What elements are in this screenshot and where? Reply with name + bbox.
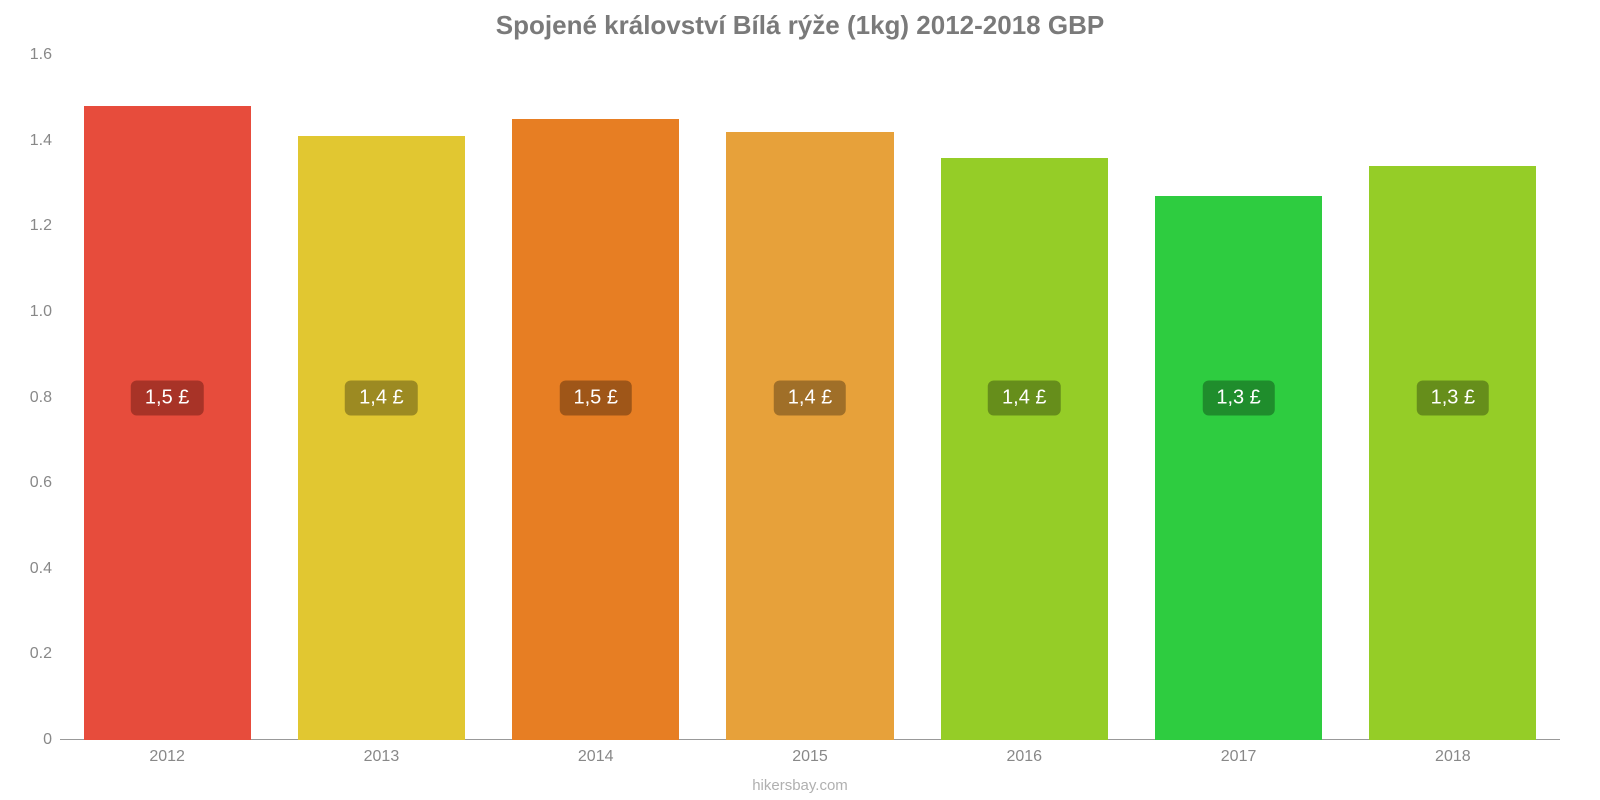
y-tick-label: 0	[43, 731, 52, 749]
bar	[298, 136, 465, 740]
bar-chart: Spojené království Bílá rýže (1kg) 2012-…	[0, 0, 1600, 800]
chart-title: Spojené království Bílá rýže (1kg) 2012-…	[0, 10, 1600, 41]
bar	[512, 119, 679, 740]
y-tick-label: 0.8	[30, 389, 52, 407]
bar-value-label: 1,4 £	[774, 380, 846, 415]
bar-value-label: 1,4 £	[988, 380, 1060, 415]
bar	[726, 132, 893, 740]
y-tick-label: 1.4	[30, 132, 52, 150]
y-axis: 00.20.40.60.81.01.21.41.6	[0, 55, 60, 740]
x-tick-label: 2012	[149, 748, 185, 766]
y-tick-label: 0.4	[30, 560, 52, 578]
bar-value-label: 1,5 £	[559, 380, 631, 415]
x-tick-label: 2018	[1435, 748, 1471, 766]
chart-footer: hikersbay.com	[0, 777, 1600, 794]
x-tick-label: 2015	[792, 748, 828, 766]
y-tick-label: 0.2	[30, 645, 52, 663]
y-tick-label: 1.2	[30, 217, 52, 235]
bar-value-label: 1,3 £	[1417, 380, 1489, 415]
bar	[1155, 196, 1322, 740]
bar-value-label: 1,5 £	[131, 380, 203, 415]
bar	[84, 106, 251, 740]
bar	[1369, 166, 1536, 740]
bar	[941, 158, 1108, 740]
x-tick-label: 2013	[364, 748, 400, 766]
x-tick-label: 2014	[578, 748, 614, 766]
x-tick-label: 2017	[1221, 748, 1257, 766]
y-tick-label: 1.6	[30, 46, 52, 64]
plot-area: 1,5 £ 1,4 £ 1,5 £ 1,4 £ 1,4 £ 1,3 £ 1,3 £	[60, 55, 1560, 740]
x-tick-label: 2016	[1006, 748, 1042, 766]
y-tick-label: 0.6	[30, 474, 52, 492]
bar-value-label: 1,3 £	[1202, 380, 1274, 415]
bar-value-label: 1,4 £	[345, 380, 417, 415]
y-tick-label: 1.0	[30, 303, 52, 321]
